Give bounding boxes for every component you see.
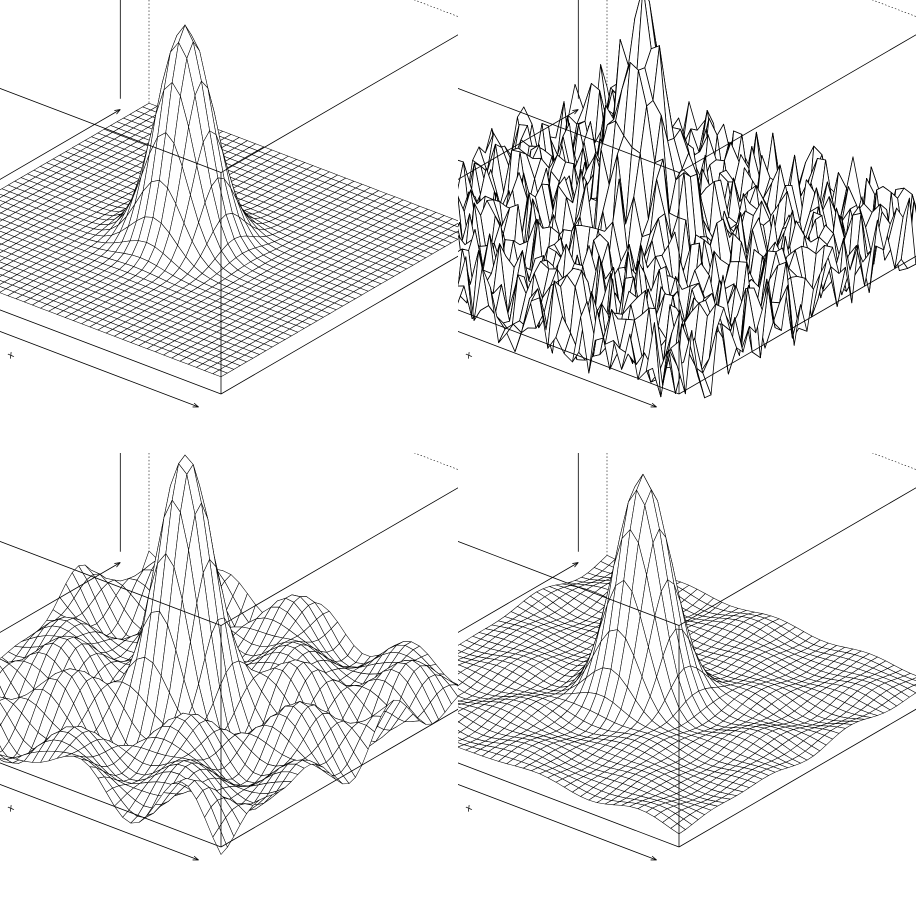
surface-facet	[0, 230, 7, 238]
x-axis-label: x	[464, 349, 474, 361]
surface-plot-bottom-right: xyz	[458, 453, 916, 906]
x-axis-arrow-head	[192, 855, 199, 861]
box-edge	[458, 88, 680, 173]
box-edge	[678, 34, 916, 173]
surface-facet	[0, 280, 5, 285]
surface-plot-top-left: xyz	[0, 0, 458, 453]
box-edge	[220, 255, 458, 395]
surface-svg-1: xyz	[458, 0, 916, 408]
x-axis-arrow-head	[192, 402, 199, 408]
box-edge	[0, 762, 222, 848]
surface-facet	[212, 827, 228, 855]
surface-facet	[0, 224, 5, 230]
surface-facet	[458, 285, 465, 304]
box-edge	[220, 487, 458, 626]
surface-mesh	[458, 473, 916, 835]
box-edge-hidden	[458, 0, 607, 48]
box-edge	[0, 88, 222, 173]
surface-plot-top-right: xyz	[458, 0, 916, 453]
box-edge	[220, 708, 458, 848]
box-edge-hidden	[0, 0, 149, 48]
x-axis-arrow-head	[650, 402, 657, 408]
surface-mesh	[0, 454, 458, 855]
surface-mesh	[458, 0, 916, 399]
x-axis-label: x	[6, 802, 16, 814]
box-edge	[678, 255, 916, 395]
surface-plot-bottom-left: xyz	[0, 453, 458, 906]
surface-facet	[0, 193, 4, 198]
y-axis-arrow	[458, 109, 579, 180]
y-axis-arrow-head	[114, 109, 121, 115]
box-edge	[458, 309, 680, 395]
y-axis-arrow-head	[114, 562, 121, 568]
surface-facet	[0, 665, 3, 674]
surface-facet	[0, 754, 7, 760]
surface-facet	[0, 286, 7, 293]
box-edge	[0, 541, 222, 626]
box-edge	[220, 34, 458, 173]
box-edge-hidden	[413, 0, 458, 17]
surface-facet	[0, 696, 6, 701]
surface-facet	[0, 200, 6, 206]
surface-mesh	[0, 24, 458, 378]
x-axis-arrow	[0, 784, 199, 861]
surface-svg-2: xyz	[0, 453, 458, 861]
y-axis-arrow	[0, 109, 121, 180]
x-axis-arrow	[0, 331, 199, 408]
surface-facet	[0, 249, 4, 254]
box-edge-hidden	[871, 453, 916, 470]
surface-facet	[0, 745, 3, 753]
surface-facet	[0, 255, 6, 262]
y-axis-arrow-head	[572, 109, 579, 115]
surface-svg-0: xyz	[0, 0, 458, 408]
x-axis-label: x	[6, 349, 16, 361]
box-edge	[0, 309, 222, 395]
y-axis-arrow	[0, 562, 121, 633]
box-edge-hidden	[458, 453, 607, 501]
box-edge-hidden	[0, 453, 149, 501]
x-axis-arrow	[458, 331, 657, 408]
surface-svg-3: xyz	[458, 453, 916, 861]
box-edge-hidden	[871, 0, 916, 17]
